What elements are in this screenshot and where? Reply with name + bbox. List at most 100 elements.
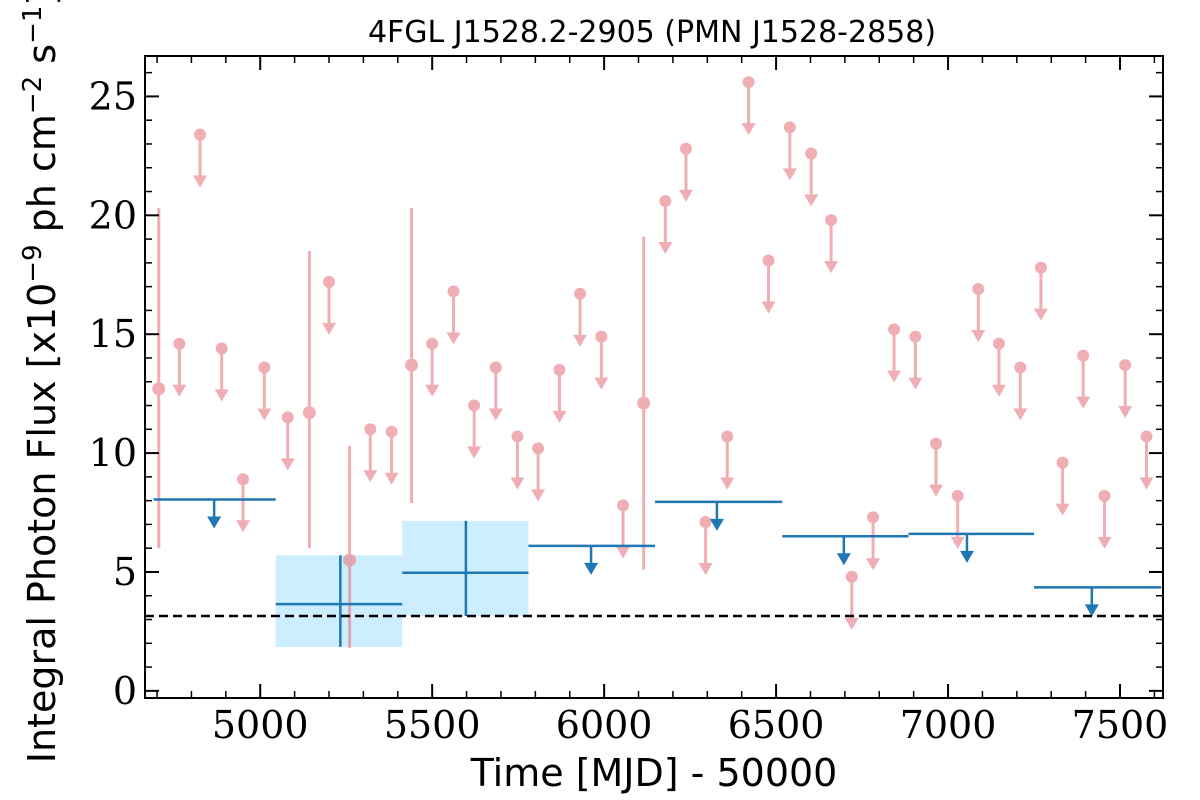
short-upper-limit-point [489,361,502,374]
short-upper-limit-arrowhead [321,322,336,335]
short-upper-limit-point [1077,349,1090,362]
y-axis-label-exponent: −1 [18,6,48,44]
y-axis-label-exponent: −9 [18,244,48,282]
short-upper-limit-arrowhead [698,563,713,576]
short-upper-limit-point [258,361,271,374]
short-upper-limit-point [679,142,692,155]
short-upper-limit-point [845,570,858,583]
x-tick-label: 7500 [1072,703,1169,747]
short-detection-point [152,382,166,396]
short-upper-limit-arrowhead [257,408,272,421]
short-upper-limit-arrowhead [1139,477,1154,490]
short-upper-limit-arrowhead [741,123,756,136]
long-upper-limit-arrowhead [584,562,599,575]
x-axis-label: Time [MJD] - 50000 [470,751,838,795]
short-detection-point [343,553,357,567]
short-upper-limit-point [951,489,964,502]
short-upper-limit-point [364,423,377,436]
short-upper-limit-point [574,287,587,300]
short-upper-limit-point [426,337,439,350]
long-upper-limit-arrowhead [709,518,724,531]
short-upper-limit-arrowhead [1118,406,1133,419]
short-upper-limit-point [617,499,630,512]
short-upper-limit-point [1034,261,1047,274]
short-upper-limit-arrowhead [363,470,378,483]
short-upper-limit-point [659,195,672,208]
short-upper-limit-arrowhead [510,477,525,490]
short-upper-limit-point [1056,456,1069,469]
short-upper-limit-point [930,437,943,450]
plot-area: 5000 5500 6000 6500 7000 7500 0 5 10 15 20 25 [89,55,1169,747]
short-upper-limit-arrowhead [425,384,440,397]
x-tick-label: 5500 [384,703,481,747]
short-upper-limit-arrowhead [488,408,503,421]
short-upper-limit-point [992,337,1005,350]
short-upper-limit-arrowhead [782,168,797,181]
short-upper-limit-arrowhead [236,520,251,533]
short-upper-limit-point [888,323,901,336]
short-upper-limit-point [699,516,712,529]
short-upper-limit-arrowhead [573,334,588,347]
short-upper-limit-arrowhead [1013,408,1028,421]
short-upper-limit-point [742,76,755,89]
short-upper-limit-point [281,411,294,424]
short-upper-limit-point [1014,361,1027,374]
short-upper-limit-point [1140,430,1153,443]
short-upper-limit-arrowhead [950,536,965,549]
short-upper-limit-point [511,430,524,443]
x-tick-label: 6500 [728,703,825,747]
short-upper-limit-point [468,399,481,412]
short-upper-limit-arrowhead [214,389,229,402]
short-upper-limit-arrowhead [280,458,295,471]
long-upper-limit-arrowhead [836,553,851,566]
short-upper-limit-arrowhead [887,370,902,383]
short-upper-limit-point [805,147,818,160]
short-upper-limit-arrowhead [384,472,399,485]
x-tick-label: 5000 [212,703,309,747]
x-tick-label: 6000 [556,703,653,747]
y-tick-label: 15 [89,312,137,356]
short-upper-limit-arrowhead [1055,503,1070,516]
short-upper-limit-arrowhead [658,242,673,255]
short-upper-limit-arrowhead [844,617,859,630]
short-upper-limit-arrowhead [594,377,609,390]
x-tick-label: 7000 [900,703,997,747]
short-upper-limit-arrowhead [172,384,187,397]
short-upper-limit-point [215,342,228,355]
short-upper-limit-point [173,337,186,350]
short-upper-limit-arrowhead [929,484,944,497]
short-upper-limit-arrowhead [193,175,208,188]
short-upper-limit-arrowhead [991,384,1006,397]
short-upper-limit-point [385,425,398,438]
short-upper-limit-arrowhead [531,489,546,502]
y-axis-label-part: Integral Photon Flux [x10 [20,283,64,764]
short-upper-limit-point [322,275,335,288]
short-upper-limit-point [447,285,460,298]
short-detection-point [405,358,419,372]
y-tick-label: 10 [89,431,137,475]
y-tick-label: 20 [89,193,137,237]
short-upper-limit-point [553,363,566,376]
y-axis-label-part: s [20,44,64,76]
ticks [145,56,1163,698]
short-upper-limit-point [909,330,922,343]
short-upper-limit-arrowhead [446,332,461,345]
short-upper-limit-arrowhead [467,446,482,459]
y-tick-label: 25 [89,74,137,118]
long-upper-limit-arrowhead [959,550,974,563]
short-upper-limit-point [762,254,775,267]
short-upper-limit-arrowhead [1097,536,1112,549]
short-upper-limit-arrowhead [824,261,839,274]
short-upper-limit-arrowhead [908,377,923,390]
y-axis-label-exponent: −2 [18,76,48,114]
short-timescale-series [152,76,1154,649]
y-axis-label: Integral Photon Flux [x10−9 ph cm−2 s−1] [18,0,64,763]
y-tick-label: 0 [113,669,137,713]
short-upper-limit-point [721,430,734,443]
short-upper-limit-arrowhead [678,189,693,202]
short-upper-limit-point [532,442,545,455]
short-upper-limit-point [783,121,796,134]
short-upper-limit-point [1119,359,1132,372]
short-upper-limit-point [194,128,207,141]
